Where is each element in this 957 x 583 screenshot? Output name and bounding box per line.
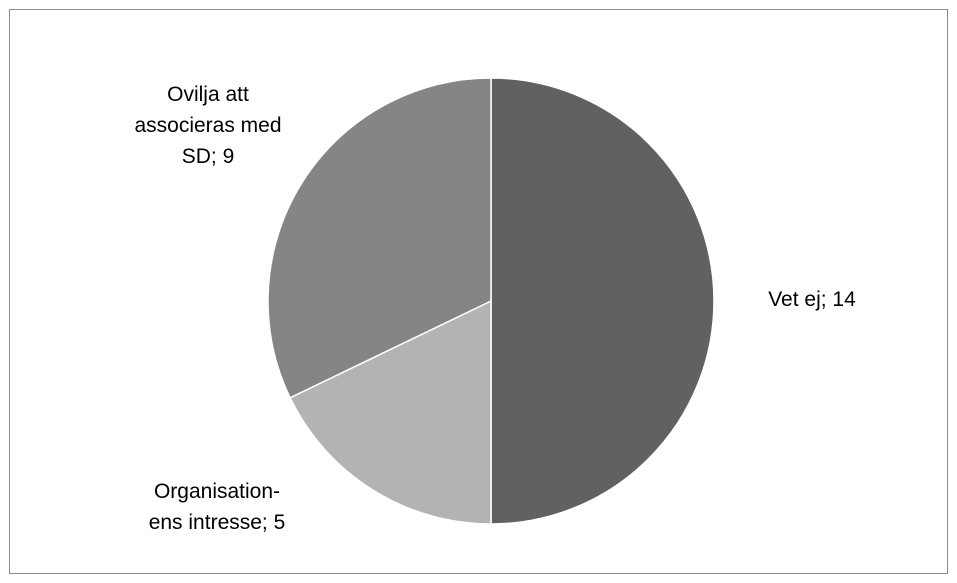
pie-label-line: Organisation- [154,480,280,503]
pie-slice-2 [267,77,492,399]
pie-slices [267,77,715,525]
pie-label-line: ens intresse; 5 [149,511,286,534]
pie-label-line: associeras med [134,114,281,137]
pie-slice-0 [490,77,715,525]
pie-label-1: Organisation-ens intresse; 5 [149,480,286,534]
pie-label-0: Vet ej; 14 [768,288,856,311]
pie-slice-1 [289,299,492,525]
pie-label-line: Vet ej; 14 [768,288,856,311]
pie-label-line: SD; 9 [182,145,235,168]
pie-label-2: Ovilja att associeras med SD; 9 [134,83,281,168]
pie-label-line: Ovilja att [167,83,249,106]
pie-labels: Vet ej; 14 Organisation-ens intresse; 5 Ov… [134,83,856,534]
